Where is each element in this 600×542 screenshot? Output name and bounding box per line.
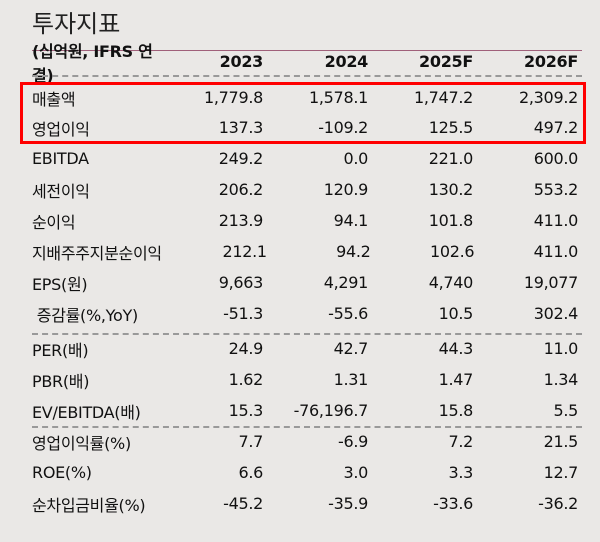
cell-value: 9,663 [218,273,264,292]
cell-value: 553.2 [533,180,579,199]
row-label: 순차입금비율(%) [32,495,146,515]
header-col: 2025F [419,52,473,71]
cell-value: 221.0 [428,149,474,168]
table-row: 증감률(%,YoY) -51.3 -55.6 10.5 302.4 [32,298,579,329]
cell-value: 12.7 [543,463,579,482]
table-row: 매출액 1,779.8 1,578.1 1,747.2 2,309.2 [32,82,578,113]
table-row: 세전이익 206.2 120.9 130.2 553.2 [32,174,578,205]
row-label: EPS(원) [32,274,88,294]
header-col: 2023 [219,52,264,71]
table-row: EV/EBITDA(배) 15.3 -76,196.7 15.8 5.5 [32,395,578,426]
divider [32,75,582,77]
cell-value: -76,196.7 [293,401,369,420]
cell-value: 3.3 [448,463,473,482]
cell-value: 10.5 [438,304,474,323]
cell-value: 94.1 [333,211,369,230]
page-title: 투자지표 [32,10,121,38]
cell-value: 1.34 [543,370,579,389]
cell-value: 213.9 [218,211,264,230]
cell-value: 120.9 [323,180,369,199]
cell-value: 15.8 [438,401,474,420]
cell-value: -109.2 [318,118,368,137]
cell-value: 497.2 [533,118,579,137]
cell-value: -6.9 [337,432,368,451]
cell-value: -36.2 [538,494,578,513]
cell-value: 7.2 [448,432,473,451]
divider [32,426,582,428]
table-row: 순이익 213.9 94.1 101.8 411.0 [32,205,578,236]
cell-value: 5.5 [553,401,578,420]
cell-value: 101.8 [428,211,474,230]
cell-value: 249.2 [218,149,264,168]
highlight-box [20,82,586,144]
cell-value: 1,578.1 [309,88,368,107]
cell-value: 1.47 [438,370,474,389]
cell-value: 4,740 [428,273,474,292]
row-label: EBITDA [32,149,89,168]
cell-value: 24.9 [228,339,264,358]
header-col: 2024 [324,52,369,71]
cell-value: 302.4 [533,304,579,323]
cell-value: 411.0 [533,242,579,261]
row-label: EV/EBITDA(배) [32,402,141,422]
row-label: 매출액 [32,89,76,109]
cell-value: -33.6 [433,494,473,513]
table-row: PER(배) 24.9 42.7 44.3 11.0 [32,333,578,364]
cell-value: 1.62 [228,370,264,389]
table-row: 순차입금비율(%) -45.2 -35.9 -33.6 -36.2 [32,488,578,519]
cell-value: 2,309.2 [519,88,578,107]
cell-value: 19,077 [523,273,578,292]
row-label: 영업이익 [32,119,90,139]
cell-value: 137.3 [218,118,264,137]
row-label: 영업이익률(%) [32,433,131,453]
cell-value: -45.2 [223,494,263,513]
cell-value: 130.2 [428,180,474,199]
cell-value: 94.2 [336,242,371,261]
row-label: PER(배) [32,340,89,360]
cell-value: 206.2 [218,180,264,199]
table-row: EPS(원) 9,663 4,291 4,740 19,077 [32,267,578,298]
cell-value: 3.0 [343,463,368,482]
cell-value: 7.7 [238,432,263,451]
row-label: 지배주주지분순이익 [32,243,162,263]
cell-value: 0.0 [343,149,368,168]
table-row: PBR(배) 1.62 1.31 1.47 1.34 [32,364,578,395]
row-label: 세전이익 [32,181,90,201]
divider [32,333,582,335]
table-row: 지배주주지분순이익 212.1 94.2 102.6 411.0 [32,236,578,267]
table-row: 영업이익률(%) 7.7 -6.9 7.2 21.5 [32,426,578,457]
cell-value: 1.31 [333,370,369,389]
title-divider [32,50,582,51]
cell-value: 21.5 [543,432,579,451]
header-col: 2026F [524,52,578,71]
row-label: 증감률(%,YoY) [32,305,138,325]
cell-value: -35.9 [328,494,368,513]
cell-value: -51.3 [223,304,263,323]
cell-value: 102.6 [429,242,475,261]
cell-value: 600.0 [533,149,579,168]
cell-value: 44.3 [438,339,474,358]
cell-value: 125.5 [428,118,474,137]
cell-value: 15.3 [228,401,264,420]
cell-value: 6.6 [238,463,263,482]
cell-value: 4,291 [323,273,369,292]
cell-value: 212.1 [222,242,267,261]
cell-value: -55.6 [328,304,368,323]
table-row: EBITDA 249.2 0.0 221.0 600.0 [32,143,578,174]
cell-value: 1,747.2 [414,88,473,107]
table-header: (십억원, IFRS 연결) 2023 2024 2025F 2026F [32,42,578,85]
cell-value: 11.0 [543,339,579,358]
row-label: PBR(배) [32,371,90,391]
cell-value: 411.0 [533,211,579,230]
row-label: ROE(%) [32,463,92,482]
cell-value: 42.7 [333,339,369,358]
table-row: 영업이익 137.3 -109.2 125.5 497.2 [32,112,578,143]
table-row: ROE(%) 6.6 3.0 3.3 12.7 [32,457,578,488]
header-label: (십억원, IFRS 연결) [32,41,153,85]
row-label: 순이익 [32,212,76,232]
cell-value: 1,779.8 [204,88,263,107]
